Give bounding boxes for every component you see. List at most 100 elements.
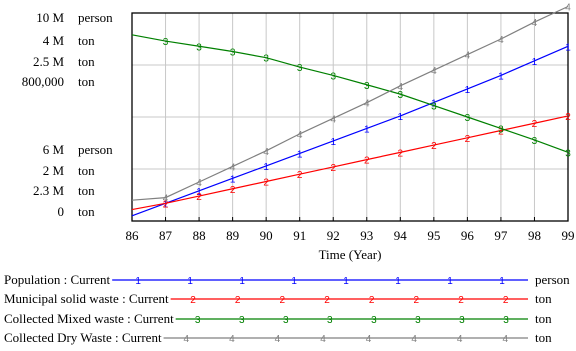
data-point-marker: 3 bbox=[465, 113, 471, 124]
data-point-marker: 2 bbox=[364, 156, 370, 167]
data-point-marker: 2 bbox=[431, 141, 437, 152]
x-tick-label: 89 bbox=[226, 228, 239, 243]
legend-label: Collected Mixed waste : Current bbox=[4, 311, 174, 326]
legend-marker: 4 bbox=[411, 334, 417, 345]
data-point-marker: 2 bbox=[565, 112, 571, 123]
data-point-marker: 1 bbox=[297, 149, 303, 160]
data-point-marker: 2 bbox=[398, 148, 404, 159]
legend-marker: 1 bbox=[291, 276, 297, 287]
y-axis-unit: person bbox=[78, 10, 113, 25]
series-3: 3 3 3 3 3 3 3 3 3 3 3 3 3 bbox=[131, 34, 571, 159]
data-point-marker: 4 bbox=[398, 82, 404, 93]
data-point-marker: 1 bbox=[431, 98, 437, 109]
data-point-marker: 4 bbox=[431, 66, 437, 77]
legend-marker: 1 bbox=[135, 276, 141, 287]
series-line bbox=[131, 34, 569, 153]
legend-marker: 4 bbox=[502, 334, 508, 345]
data-point-marker: 4 bbox=[565, 3, 571, 14]
legend: Population : Current 1 1 1 1 1 1 1 1 person Munici… bbox=[4, 272, 570, 345]
legend-unit: person bbox=[535, 272, 570, 287]
legend-marker: 3 bbox=[239, 315, 245, 326]
y-axis-unit: ton bbox=[78, 204, 95, 219]
x-tick-label: 91 bbox=[293, 228, 306, 243]
data-point-marker: 4 bbox=[263, 147, 269, 158]
y-axis-top-value: 10 M bbox=[36, 10, 64, 25]
data-point-marker: 2 bbox=[465, 134, 471, 145]
data-point-marker: 4 bbox=[330, 114, 336, 125]
data-point-marker: 2 bbox=[163, 199, 169, 210]
data-point-marker: 3 bbox=[364, 81, 370, 92]
legend-marker: 4 bbox=[320, 334, 326, 345]
data-point-marker: 1 bbox=[330, 137, 336, 148]
series-4: 4 4 4 4 4 4 4 4 4 4 4 4 4 bbox=[131, 3, 571, 205]
data-point-marker: 3 bbox=[196, 42, 202, 53]
y-axis-bottom-value: 2 M bbox=[43, 163, 65, 178]
legend-marker: 2 bbox=[369, 295, 375, 306]
legend-marker: 1 bbox=[239, 276, 245, 287]
data-point-marker: 2 bbox=[196, 192, 202, 203]
legend-unit: ton bbox=[535, 311, 552, 326]
legend-unit: ton bbox=[535, 291, 552, 306]
data-point-marker: 3 bbox=[498, 124, 504, 135]
legend-item: Population : Current 1 1 1 1 1 1 1 1 person bbox=[4, 272, 570, 287]
data-point-marker: 2 bbox=[263, 177, 269, 188]
legend-marker: 1 bbox=[447, 276, 453, 287]
legend-marker: 2 bbox=[324, 295, 330, 306]
legend-label: Population : Current bbox=[4, 272, 111, 287]
legend-marker: 2 bbox=[458, 295, 464, 306]
y-axis-unit: ton bbox=[78, 33, 95, 48]
data-point-marker: 1 bbox=[230, 174, 236, 185]
data-point-marker: 3 bbox=[532, 136, 538, 147]
legend-marker: 3 bbox=[459, 315, 465, 326]
y-axis-top-value: 4 M bbox=[43, 33, 65, 48]
data-point-marker: 3 bbox=[330, 71, 336, 82]
x-tick-label: 94 bbox=[394, 228, 408, 243]
y-axis-unit: ton bbox=[78, 74, 95, 89]
plot-frame bbox=[131, 12, 569, 222]
series-1: 1 1 1 1 1 1 1 1 1 1 1 1 1 bbox=[131, 42, 571, 217]
legend-marker: 1 bbox=[395, 276, 401, 287]
data-point-marker: 1 bbox=[532, 57, 538, 68]
legend-marker: 4 bbox=[229, 334, 235, 345]
series-line bbox=[131, 45, 569, 217]
legend-marker: 2 bbox=[414, 295, 420, 306]
legend-marker: 4 bbox=[275, 334, 281, 345]
y-axis-bottom-value: 0 bbox=[58, 204, 65, 219]
legend-label: Municipal solid waste : Current bbox=[4, 291, 169, 306]
data-point-marker: 2 bbox=[498, 127, 504, 138]
legend-item: Collected Dry Waste : Current 4 4 4 4 4 4 4 4 ton bbox=[4, 330, 552, 345]
data-point-marker: 4 bbox=[498, 35, 504, 46]
y-axis-unit: ton bbox=[78, 163, 95, 178]
data-point-marker: 4 bbox=[465, 51, 471, 62]
legend-marker: 3 bbox=[283, 315, 289, 326]
y-axis-unit: ton bbox=[78, 183, 95, 198]
legend-marker: 2 bbox=[235, 295, 241, 306]
legend-marker: 3 bbox=[415, 315, 421, 326]
x-tick-label: 88 bbox=[193, 228, 206, 243]
legend-marker: 3 bbox=[503, 315, 509, 326]
data-point-marker: 1 bbox=[398, 112, 404, 123]
x-tick-label: 86 bbox=[126, 228, 140, 243]
data-point-marker: 3 bbox=[230, 47, 236, 58]
legend-item: Municipal solid waste : Current 2 2 2 2 2 2 2 2 t… bbox=[4, 291, 552, 306]
data-point-marker: 1 bbox=[163, 199, 169, 210]
data-point-marker: 4 bbox=[297, 130, 303, 141]
x-axis-title: Time (Year) bbox=[319, 247, 382, 262]
data-point-marker: 1 bbox=[364, 124, 370, 135]
series-line bbox=[131, 115, 569, 211]
data-point-marker: 1 bbox=[565, 42, 571, 53]
y-axis-top-value: 800,000 bbox=[22, 74, 64, 89]
legend-marker: 4 bbox=[366, 334, 372, 345]
y-axis-unit: person bbox=[78, 142, 113, 157]
data-point-marker: 3 bbox=[263, 54, 269, 65]
x-tick-label: 98 bbox=[528, 228, 541, 243]
x-tick-label: 92 bbox=[327, 228, 340, 243]
data-point-marker: 3 bbox=[565, 148, 571, 159]
legend-marker: 1 bbox=[343, 276, 349, 287]
x-tick-label: 99 bbox=[562, 228, 575, 243]
y-axis-labels: 10 M person 6 M person 4 M ton 2 M ton 2.5 M ton 2… bbox=[22, 10, 113, 219]
data-point-marker: 2 bbox=[532, 119, 538, 130]
data-point-marker: 1 bbox=[196, 187, 202, 198]
